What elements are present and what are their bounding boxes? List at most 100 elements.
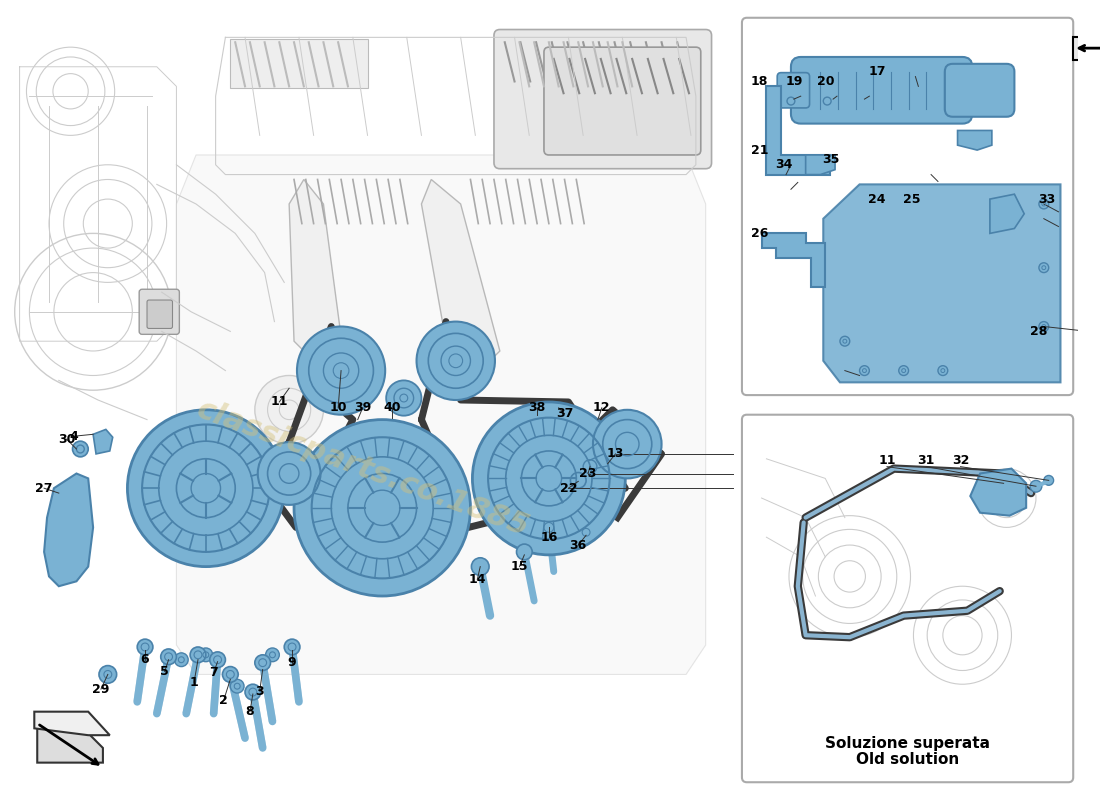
Text: 25: 25 (903, 193, 921, 206)
Circle shape (417, 322, 495, 400)
Circle shape (297, 326, 385, 414)
Text: 32: 32 (952, 454, 969, 467)
FancyBboxPatch shape (147, 300, 173, 329)
Text: 10: 10 (329, 402, 346, 414)
Text: 12: 12 (593, 402, 611, 414)
Polygon shape (176, 155, 706, 674)
Text: 20: 20 (817, 75, 835, 88)
Text: 36: 36 (570, 538, 587, 551)
Circle shape (539, 518, 559, 538)
Text: 8: 8 (245, 705, 254, 718)
Text: 39: 39 (354, 402, 372, 414)
Text: 38: 38 (528, 402, 546, 414)
Circle shape (73, 441, 88, 457)
Text: 31: 31 (917, 454, 935, 467)
Circle shape (190, 647, 206, 662)
Text: 15: 15 (510, 560, 528, 573)
Polygon shape (805, 155, 835, 174)
Circle shape (255, 375, 323, 444)
Text: classicparts.co.1885: classicparts.co.1885 (192, 395, 532, 542)
Text: 5: 5 (161, 665, 169, 678)
Text: 21: 21 (751, 143, 768, 157)
Circle shape (128, 410, 284, 566)
Circle shape (161, 649, 176, 665)
Text: 33: 33 (1038, 193, 1055, 206)
Polygon shape (990, 194, 1024, 234)
Circle shape (199, 648, 212, 662)
Circle shape (230, 679, 244, 693)
Polygon shape (34, 712, 110, 735)
Text: 13: 13 (607, 447, 624, 461)
Circle shape (210, 652, 225, 667)
FancyBboxPatch shape (140, 290, 179, 334)
Polygon shape (37, 714, 103, 762)
Text: 4: 4 (69, 430, 78, 442)
Circle shape (1038, 262, 1048, 273)
Text: 2: 2 (219, 694, 228, 707)
Text: 18: 18 (751, 75, 768, 88)
Polygon shape (767, 86, 830, 174)
Polygon shape (958, 130, 992, 150)
Circle shape (840, 336, 849, 346)
Text: 17: 17 (868, 65, 886, 78)
Circle shape (294, 420, 471, 596)
Circle shape (472, 558, 490, 575)
Text: 11: 11 (271, 395, 288, 409)
Text: 35: 35 (823, 154, 839, 166)
Circle shape (786, 97, 795, 105)
FancyBboxPatch shape (741, 414, 1074, 782)
Polygon shape (823, 184, 1060, 382)
Text: 37: 37 (556, 407, 573, 420)
FancyBboxPatch shape (791, 57, 972, 124)
Text: 3: 3 (255, 685, 264, 698)
Text: Old solution: Old solution (856, 752, 959, 767)
Text: 14: 14 (469, 573, 486, 586)
Circle shape (859, 366, 869, 375)
Text: 28: 28 (1031, 325, 1047, 338)
Text: 6: 6 (141, 654, 150, 666)
Circle shape (823, 97, 832, 105)
Polygon shape (970, 469, 1026, 516)
Circle shape (1038, 322, 1048, 331)
Polygon shape (94, 430, 112, 454)
Text: 16: 16 (540, 530, 558, 544)
Text: 24: 24 (868, 193, 886, 206)
Circle shape (899, 366, 909, 375)
Text: 27: 27 (35, 482, 53, 494)
Circle shape (517, 544, 532, 560)
Circle shape (1038, 199, 1048, 209)
Circle shape (576, 522, 596, 542)
Polygon shape (1074, 38, 1100, 60)
Circle shape (99, 666, 117, 683)
Polygon shape (289, 179, 343, 361)
Polygon shape (761, 234, 825, 287)
Circle shape (265, 648, 279, 662)
Circle shape (222, 666, 239, 682)
Text: 34: 34 (776, 158, 793, 171)
Text: 22: 22 (560, 482, 578, 494)
Circle shape (386, 380, 421, 416)
Bar (230, 39, 367, 88)
Circle shape (1030, 480, 1042, 492)
FancyBboxPatch shape (741, 18, 1074, 395)
Text: 26: 26 (751, 227, 768, 240)
Text: 9: 9 (288, 656, 296, 669)
Text: 23: 23 (580, 467, 596, 480)
Circle shape (1044, 475, 1054, 486)
Circle shape (472, 402, 625, 555)
Text: 29: 29 (92, 682, 110, 696)
Text: Soluzione superata: Soluzione superata (825, 735, 990, 750)
Text: 7: 7 (209, 666, 218, 679)
Circle shape (175, 653, 188, 666)
Circle shape (583, 460, 597, 474)
Circle shape (255, 655, 271, 670)
Circle shape (257, 442, 320, 505)
FancyBboxPatch shape (945, 64, 1014, 117)
Text: 30: 30 (58, 433, 75, 446)
FancyBboxPatch shape (778, 73, 810, 108)
Bar (519, 39, 657, 88)
Text: 19: 19 (785, 75, 803, 88)
Circle shape (245, 684, 261, 700)
Polygon shape (421, 179, 499, 361)
Polygon shape (44, 474, 94, 586)
